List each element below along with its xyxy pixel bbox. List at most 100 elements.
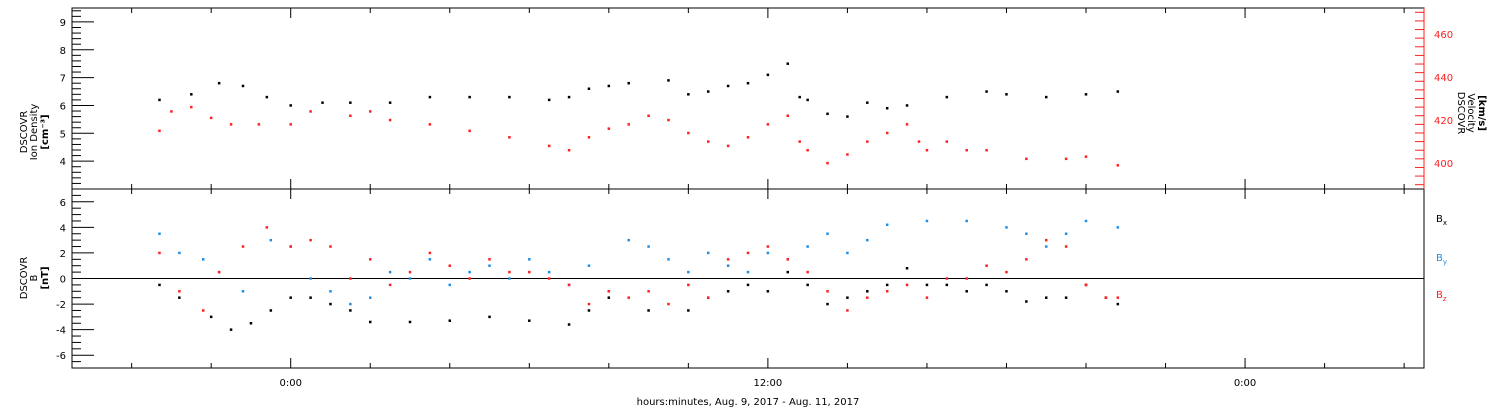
top-left-tick-label: 5 bbox=[60, 129, 66, 140]
data-point-top-0-16 bbox=[627, 81, 630, 85]
data-point-top-0-23 bbox=[786, 62, 790, 65]
data-point-bottom-1-24 bbox=[647, 245, 650, 248]
bottom-left-tick-label: -2 bbox=[56, 300, 66, 311]
data-point-bottom-2-9 bbox=[349, 277, 352, 280]
data-point-top-0-0 bbox=[158, 98, 161, 102]
data-point-top-0-11 bbox=[508, 95, 511, 99]
data-point-bottom-1-35 bbox=[866, 238, 869, 242]
data-point-bottom-1-25 bbox=[667, 258, 670, 261]
data-point-top-0-4 bbox=[265, 95, 269, 99]
bottom-left-tick-label: 4 bbox=[60, 223, 66, 234]
data-point-top-0-27 bbox=[846, 115, 849, 118]
data-point-top-0-7 bbox=[349, 101, 352, 104]
bottom-left-label-line1: DSCOVR bbox=[19, 257, 30, 300]
data-point-bottom-1-16 bbox=[488, 264, 491, 267]
data-point-top-0-36 bbox=[1116, 90, 1120, 93]
data-point-top-1-42 bbox=[1116, 164, 1120, 167]
data-point-bottom-2-16 bbox=[488, 258, 491, 261]
data-point-bottom-0-21 bbox=[726, 290, 730, 293]
data-point-bottom-0-32 bbox=[945, 283, 949, 287]
data-point-top-1-40 bbox=[1064, 157, 1068, 161]
top-left-tick-label: 4 bbox=[60, 157, 66, 168]
data-point-bottom-1-27 bbox=[706, 251, 710, 255]
top-right-axis-label: DSCOVR Velocity [km/s] bbox=[1455, 92, 1487, 135]
legend-bz-base: B bbox=[1436, 290, 1443, 301]
data-point-bottom-2-31 bbox=[786, 258, 790, 261]
data-point-bottom-0-15 bbox=[567, 323, 571, 326]
bottom-left-tick-label: 0 bbox=[60, 275, 66, 286]
data-point-bottom-1-30 bbox=[766, 251, 770, 255]
data-point-top-1-27 bbox=[798, 140, 801, 143]
data-point-bottom-2-5 bbox=[265, 226, 269, 229]
data-point-bottom-0-14 bbox=[528, 319, 531, 322]
bottom-left-tick-label: 2 bbox=[60, 249, 66, 260]
data-point-bottom-2-8 bbox=[329, 245, 332, 248]
data-point-bottom-2-6 bbox=[289, 245, 292, 248]
data-point-bottom-2-42 bbox=[1005, 270, 1008, 274]
data-point-bottom-0-7 bbox=[309, 296, 312, 299]
data-point-top-0-25 bbox=[806, 98, 809, 102]
data-point-bottom-2-10 bbox=[368, 258, 372, 261]
x-tick-label: 12:00 bbox=[753, 378, 782, 389]
data-point-top-1-33 bbox=[905, 123, 909, 126]
top-left-label-line1: DSCOVR bbox=[19, 111, 30, 154]
data-point-bottom-0-29 bbox=[885, 283, 889, 287]
data-point-bottom-1-41 bbox=[1044, 245, 1048, 248]
legend-bz: Bz bbox=[1436, 290, 1447, 303]
x-axis: 0:00 12:00 0:00 bbox=[131, 8, 1405, 389]
data-point-bottom-1-5 bbox=[269, 238, 273, 242]
data-point-top-1-5 bbox=[257, 123, 261, 126]
data-point-bottom-0-10 bbox=[368, 320, 372, 324]
data-point-bottom-0-0 bbox=[158, 283, 161, 287]
data-point-top-1-0 bbox=[158, 129, 161, 133]
data-point-top-1-11 bbox=[428, 123, 432, 126]
data-point-top-0-35 bbox=[1084, 93, 1088, 96]
data-point-top-0-18 bbox=[687, 93, 690, 96]
data-point-bottom-1-7 bbox=[309, 277, 312, 280]
data-point-bottom-0-11 bbox=[408, 320, 412, 324]
data-point-bottom-1-8 bbox=[329, 290, 332, 293]
x-tick-label: 0:00 bbox=[1234, 378, 1256, 389]
data-point-bottom-0-27 bbox=[846, 296, 849, 299]
data-point-bottom-2-45 bbox=[1064, 245, 1068, 248]
x-tick-label: 0:00 bbox=[279, 378, 301, 389]
top-right-label-line2: Velocity bbox=[1465, 93, 1476, 132]
bottom-left-axis: -6 -4 -2 0 2 4 6 bbox=[56, 188, 94, 369]
data-point-top-1-29 bbox=[826, 161, 829, 165]
data-point-bottom-2-11 bbox=[388, 283, 392, 287]
legend-bx: Bx bbox=[1436, 214, 1447, 227]
legend-by-base: B bbox=[1436, 253, 1443, 264]
top-right-tick-label: 400 bbox=[1434, 159, 1453, 170]
data-point-top-0-29 bbox=[885, 106, 889, 110]
data-point-bottom-0-3 bbox=[229, 328, 233, 331]
data-point-bottom-0-19 bbox=[687, 309, 690, 312]
data-point-bottom-1-14 bbox=[448, 283, 452, 287]
data-point-bottom-0-5 bbox=[269, 309, 273, 312]
top-left-axis-label: DSCOVR Ion Density [cm⁻³] bbox=[19, 104, 51, 161]
data-point-bottom-0-38 bbox=[1064, 296, 1068, 299]
data-point-bottom-1-39 bbox=[1005, 226, 1008, 229]
data-point-top-0-21 bbox=[746, 81, 750, 85]
bottom-left-tick-label: 6 bbox=[60, 198, 66, 209]
data-point-bottom-1-28 bbox=[726, 264, 730, 267]
top-right-axis: 400 420 440 460 bbox=[1415, 8, 1453, 189]
bottom-left-tick-label: -6 bbox=[56, 351, 66, 362]
data-point-bottom-0-8 bbox=[329, 302, 332, 306]
data-point-top-0-17 bbox=[667, 79, 670, 82]
data-point-bottom-0-22 bbox=[746, 283, 750, 287]
top-right-label-line1: DSCOVR bbox=[1455, 92, 1466, 135]
data-point-bottom-1-21 bbox=[587, 264, 591, 267]
data-point-bottom-1-13 bbox=[428, 258, 432, 261]
data-point-top-1-7 bbox=[309, 110, 312, 113]
data-point-bottom-2-21 bbox=[587, 302, 591, 306]
data-point-bottom-0-41 bbox=[1116, 302, 1120, 306]
data-point-bottom-0-34 bbox=[985, 283, 988, 287]
data-point-bottom-1-26 bbox=[687, 270, 690, 274]
data-point-bottom-0-37 bbox=[1044, 296, 1048, 299]
data-point-top-1-28 bbox=[806, 148, 809, 152]
data-point-top-0-3 bbox=[241, 84, 245, 88]
data-point-top-0-32 bbox=[985, 90, 988, 93]
data-point-bottom-0-31 bbox=[925, 283, 929, 287]
data-point-bottom-1-40 bbox=[1025, 232, 1028, 235]
data-point-bottom-2-46 bbox=[1084, 283, 1088, 287]
